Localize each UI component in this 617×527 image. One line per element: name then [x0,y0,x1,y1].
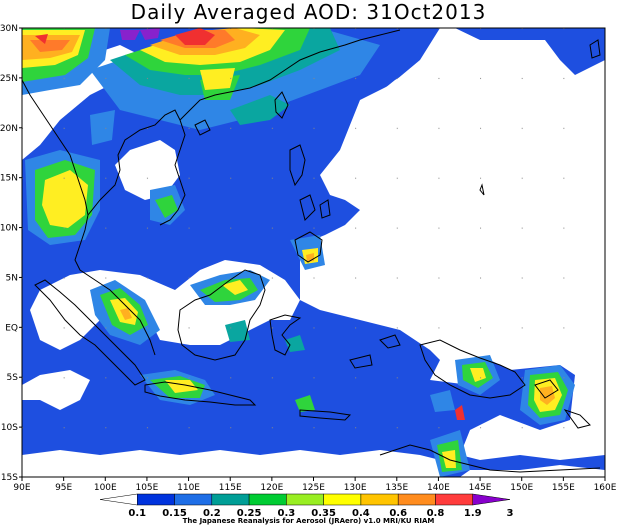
lat-tick-label: 15N [0,174,18,184]
coastlines [21,29,601,473]
lat-tick-label: 10N [0,224,18,234]
lon-tick-label: 100E [94,483,117,493]
lon-tick-label: 115E [219,483,242,493]
colorbar-label: 0.25 [237,508,262,519]
lon-tick-label: 135E [385,483,408,493]
colorbar-label: 0.6 [389,508,407,519]
lon-tick-label: 90E [13,483,30,493]
lon-tick-label: 140E [427,483,450,493]
longitude-axis: 90E 95E 100E 105E 110E 115E 120E 125E 130E 135E 14… [13,477,617,493]
map-title: Daily Averaged AOD: 31Oct2013 [130,0,487,24]
lat-tick-label: 5N [6,273,18,283]
latitude-axis: 30N 25N 20N 15N 10N 5N EQ 5S 10S 15S [0,24,22,483]
lon-tick-label: 145E [469,483,492,493]
colorbar-swatch [211,493,250,506]
colorbar: 0.1 0.15 0.2 0.25 0.3 0.35 0.4 0.6 0.8 1.9 3 [99,493,514,519]
lon-tick-label: 105E [135,483,158,493]
colorbar-label: 3 [507,508,514,519]
colorbar-label: 1.9 [464,508,482,519]
colorbar-label: 0.1 [128,508,146,519]
colorbar-swatch [248,493,287,506]
colorbar-swatch [286,493,324,506]
lon-tick-label: 120E [260,483,283,493]
lon-tick-label: 155E [552,483,575,493]
colorbar-swatch [137,493,175,506]
colorbar-swatch [435,493,473,506]
colorbar-label: 0.3 [278,508,296,519]
lon-tick-label: 150E [510,483,533,493]
colorbar-swatch [360,493,399,506]
colorbar-swatch [472,493,511,506]
credit-text: The Japanese Reanalysis for Aerosol (JRA… [182,517,435,525]
lat-tick-label: 5S [7,373,19,383]
colorbar-label: 0.8 [427,508,445,519]
aod-contours [22,28,605,477]
lat-tick-label: EQ [5,323,18,333]
lon-tick-label: 110E [177,483,200,493]
lon-tick-label: 125E [302,483,325,493]
lon-tick-label: 130E [344,483,367,493]
colorbar-swatch [99,493,138,506]
colorbar-swatch [174,493,213,506]
lat-tick-label: 10S [1,423,18,433]
lat-tick-label: 20N [0,124,18,134]
colorbar-label: 0.2 [203,508,221,519]
colorbar-swatch [397,493,436,506]
colorbar-label: 0.35 [311,508,336,519]
lon-tick-label: 95E [55,483,72,493]
lat-tick-label: 30N [0,24,18,34]
lat-tick-label: 15S [1,473,18,483]
lon-tick-label: 160E [594,483,617,493]
colorbar-swatch [323,493,362,506]
lat-tick-label: 25N [0,74,18,84]
colorbar-label: 0.4 [352,508,370,519]
colorbar-label: 0.15 [162,508,187,519]
